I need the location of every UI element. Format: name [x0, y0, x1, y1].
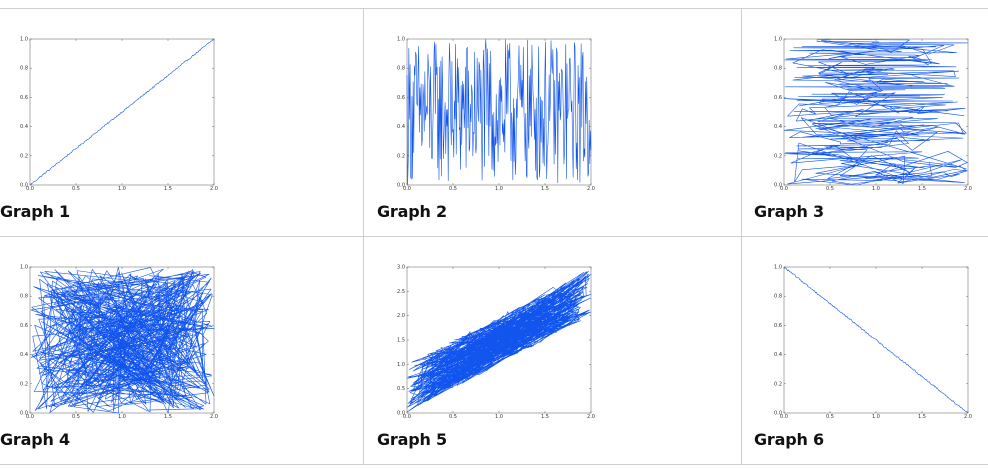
x-tick-label: 1.5 [918, 414, 926, 420]
y-tick-label: 0.4 [20, 124, 28, 130]
y-tick-label: 0.4 [774, 124, 782, 130]
x-tick-label: 0.5 [826, 186, 834, 192]
x-tick-label: 1.0 [495, 186, 503, 192]
graph-cell-4: 0.0 0.5 1.0 1.5 2.0 0.0 0.2 0.4 0.6 0.8 1.0 Graph … [0, 237, 363, 465]
x-tick-label: 0.0 [403, 414, 411, 420]
y-tick-label: 0.4 [397, 124, 405, 130]
y-tick-label: 0.6 [774, 95, 782, 101]
x-tick-label: 0.5 [72, 414, 80, 420]
x-tick-label: 1.5 [541, 186, 549, 192]
x-tick-label: 1.0 [118, 186, 126, 192]
x-tick-label: 2.0 [210, 186, 218, 192]
graph-1-plot: 0.0 0.5 1.0 1.5 2.0 0.0 0.2 0.4 0.6 0.8 1.0 [20, 37, 218, 193]
grid-line-top [0, 8, 988, 9]
x-tick-label: 2.0 [587, 414, 595, 420]
x-tick-label: 0.0 [780, 414, 788, 420]
graph-2-caption: Graph 2 [377, 202, 447, 221]
graph-cell-6: 0.0 0.5 1.0 1.5 2.0 0.0 0.2 0.4 0.6 0.8 1.0 Graph … [754, 237, 988, 465]
x-tick-label: 0.5 [826, 414, 834, 420]
x-tick-label: 2.0 [587, 186, 595, 192]
x-tick-label: 0.0 [780, 186, 788, 192]
x-tick-label: 0.0 [403, 186, 411, 192]
y-tick-label: 0.0 [774, 411, 782, 417]
graph-6-plot: 0.0 0.5 1.0 1.5 2.0 0.0 0.2 0.4 0.6 0.8 1.0 [774, 265, 972, 421]
y-tick-label: 2.5 [397, 289, 405, 295]
x-tick-label: 1.0 [872, 186, 880, 192]
y-tick-label: 0.5 [397, 386, 405, 392]
y-tick-label: 0.8 [20, 294, 28, 300]
series-line [783, 38, 969, 186]
y-tick-label: 0.8 [774, 294, 782, 300]
y-tick-label: 1.0 [20, 265, 28, 271]
grid-line-col-2 [741, 8, 742, 464]
y-tick-label: 0.2 [774, 381, 782, 387]
y-tick-label: 0.2 [20, 153, 28, 159]
y-tick-label: 0.8 [20, 66, 28, 72]
x-tick-label: 0.0 [26, 414, 34, 420]
y-tick-label: 2.0 [397, 313, 405, 319]
graph-5-plot: 0.0 0.5 1.0 1.5 2.0 0.0 0.5 1.0 1.5 2.0 2.5 3.0 [397, 265, 595, 421]
x-tick-label: 1.5 [541, 414, 549, 420]
grid-line-middle [0, 236, 988, 237]
y-tick-label: 1.0 [397, 37, 405, 43]
grid-line-bottom [0, 464, 988, 465]
x-tick-label: 0.5 [449, 414, 457, 420]
y-tick-label: 0.8 [774, 66, 782, 72]
y-tick-label: 0.6 [397, 95, 405, 101]
y-tick-label: 0.4 [774, 352, 782, 358]
y-tick-label: 1.5 [397, 338, 405, 344]
x-tick-label: 0.0 [26, 186, 34, 192]
graph-1-caption: Graph 1 [0, 202, 70, 221]
graph-cell-1: 0.0 0.5 1.0 1.5 2.0 0.0 0.2 0.4 0.6 0.8 1.0 Graph … [0, 9, 363, 237]
graph-4-caption: Graph 4 [0, 430, 70, 449]
plot-frame [783, 38, 969, 186]
x-tick-label: 2.0 [964, 186, 972, 192]
x-tick-label: 0.5 [449, 186, 457, 192]
y-tick-label: 0.2 [397, 153, 405, 159]
y-tick-label: 0.6 [774, 323, 782, 329]
series-line [783, 266, 969, 414]
graph-3-plot: 0.0 0.5 1.0 1.5 2.0 0.0 0.2 0.4 0.6 0.8 1.0 [774, 37, 972, 193]
y-tick-label: 0.0 [774, 183, 782, 189]
x-tick-label: 1.5 [164, 414, 172, 420]
y-tick-label: 0.8 [397, 66, 405, 72]
y-tick-label: 1.0 [20, 37, 28, 43]
y-tick-label: 0.2 [20, 381, 28, 387]
x-tick-label: 2.0 [210, 414, 218, 420]
y-tick-label: 0.2 [774, 153, 782, 159]
y-tick-label: 0.0 [20, 411, 28, 417]
y-tick-label: 1.0 [774, 265, 782, 271]
y-tick-label: 0.4 [20, 352, 28, 358]
y-tick-label: 0.6 [20, 323, 28, 329]
x-tick-label: 2.0 [964, 414, 972, 420]
grid-line-col-1 [363, 8, 364, 464]
y-tick-label: 3.0 [397, 265, 405, 271]
series-line [30, 38, 215, 185]
series-line [406, 39, 592, 185]
y-tick-label: 0.6 [20, 95, 28, 101]
graph-cell-3: 0.0 0.5 1.0 1.5 2.0 0.0 0.2 0.4 0.6 0.8 1.0 Graph … [754, 9, 988, 237]
x-tick-label: 1.0 [495, 414, 503, 420]
x-tick-label: 1.5 [164, 186, 172, 192]
graph-3-caption: Graph 3 [754, 202, 824, 221]
x-tick-label: 0.5 [72, 186, 80, 192]
y-tick-label: 1.0 [397, 362, 405, 368]
graph-6-caption: Graph 6 [754, 430, 824, 449]
series-line [406, 270, 592, 413]
graph-cell-5: 0.0 0.5 1.0 1.5 2.0 0.0 0.5 1.0 1.5 2.0 2.5 3.0 Gra… [377, 237, 741, 465]
y-tick-label: 0.0 [20, 183, 28, 189]
graph-cell-2: 0.0 0.5 1.0 1.5 2.0 0.0 0.2 0.4 0.6 0.8 1.0 Graph … [377, 9, 741, 237]
series-line [30, 267, 215, 414]
y-tick-label: 0.0 [397, 183, 405, 189]
y-tick-label: 0.0 [397, 411, 405, 417]
y-tick-label: 1.0 [774, 37, 782, 43]
graph-5-caption: Graph 5 [377, 430, 447, 449]
x-tick-label: 1.5 [918, 186, 926, 192]
x-tick-label: 1.0 [118, 414, 126, 420]
graph-4-plot: 0.0 0.5 1.0 1.5 2.0 0.0 0.2 0.4 0.6 0.8 1.0 [20, 265, 218, 421]
graph-2-plot: 0.0 0.5 1.0 1.5 2.0 0.0 0.2 0.4 0.6 0.8 1.0 [397, 37, 595, 193]
x-tick-label: 1.0 [872, 414, 880, 420]
